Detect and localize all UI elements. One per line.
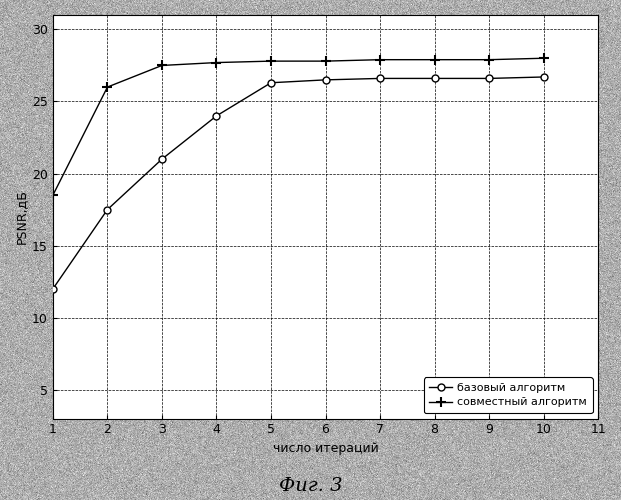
Text: Фиг. 3: Фиг. 3 xyxy=(279,477,342,495)
совместный алгоритм xyxy=(431,56,438,62)
совместный алгоритм xyxy=(267,58,274,64)
базовый алгоритм xyxy=(376,76,384,82)
базовый алгоритм xyxy=(540,74,547,80)
Line: совместный алгоритм: совместный алгоритм xyxy=(48,54,548,200)
совместный алгоритм xyxy=(213,60,220,66)
совместный алгоритм xyxy=(49,192,57,198)
совместный алгоритм xyxy=(104,84,111,90)
базовый алгоритм xyxy=(486,76,493,82)
базовый алгоритм xyxy=(213,113,220,119)
базовый алгоритм xyxy=(104,206,111,212)
совместный алгоритм xyxy=(486,56,493,62)
Legend: базовый алгоритм, совместный алгоритм: базовый алгоритм, совместный алгоритм xyxy=(424,378,592,413)
базовый алгоритм xyxy=(322,77,329,83)
базовый алгоритм xyxy=(431,76,438,82)
X-axis label: число итераций: число итераций xyxy=(273,442,378,455)
Line: базовый алгоритм: базовый алгоритм xyxy=(50,74,547,292)
совместный алгоритм xyxy=(158,62,166,68)
совместный алгоритм xyxy=(376,56,384,62)
совместный алгоритм xyxy=(540,55,547,61)
базовый алгоритм xyxy=(49,286,57,292)
базовый алгоритм xyxy=(267,80,274,86)
Y-axis label: PSNR,дБ: PSNR,дБ xyxy=(15,190,28,244)
совместный алгоритм xyxy=(322,58,329,64)
базовый алгоритм xyxy=(158,156,166,162)
